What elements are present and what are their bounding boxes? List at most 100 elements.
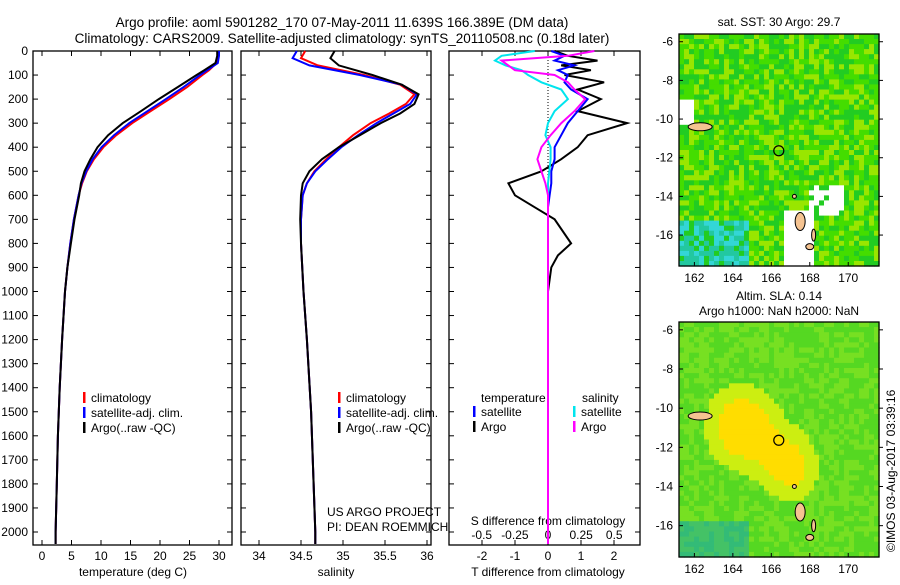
map-cell (739, 225, 745, 232)
map-cell (794, 536, 800, 543)
y-tick-label: 1800 (1, 477, 28, 491)
map-cell (804, 225, 810, 232)
map-cell (844, 261, 850, 267)
map-cell (739, 145, 745, 151)
map-cell (689, 516, 695, 522)
map-cell (834, 414, 840, 420)
map-cell (809, 485, 815, 492)
map-cell (729, 383, 735, 389)
map-cell (844, 84, 850, 90)
map-cell (839, 54, 845, 60)
map-cell (679, 205, 685, 212)
map-cell (854, 511, 860, 517)
map-cell (684, 220, 690, 227)
map-cell (714, 210, 720, 217)
map-cell (789, 119, 795, 126)
map-cell (684, 134, 690, 141)
map-cell (854, 434, 860, 441)
map-cell (769, 398, 775, 405)
map-cell (794, 378, 800, 384)
map-cell (754, 49, 760, 55)
map-cell (854, 337, 860, 343)
map-cell (874, 220, 880, 227)
map-cell (754, 511, 760, 517)
map-cell (774, 505, 780, 512)
map-cell (704, 449, 710, 456)
map-cell (769, 114, 775, 121)
map-cell (829, 180, 835, 186)
map-cell (699, 39, 705, 45)
map-cell (754, 34, 760, 40)
map-cell (724, 180, 730, 186)
lat-tick-label: -12 (656, 151, 674, 165)
map-cell (769, 337, 775, 343)
map-cell (859, 59, 865, 65)
map-cell (834, 210, 840, 217)
map-cell (714, 362, 720, 369)
map-cell (814, 342, 820, 349)
map-cell (764, 230, 770, 237)
map-cell (859, 403, 865, 410)
map-cell (689, 459, 695, 466)
map-cell (774, 459, 780, 466)
map-cell (739, 337, 745, 343)
map-cell (759, 250, 765, 257)
lat-tick-label: -8 (662, 362, 673, 376)
map-cell (724, 465, 730, 471)
map-cell (864, 59, 870, 65)
map-cell (849, 195, 855, 201)
map-cell (859, 39, 865, 45)
map-cell (724, 240, 730, 247)
map-cell (709, 490, 715, 497)
map-cell (679, 84, 685, 90)
map-cell (694, 505, 700, 512)
map-cell (774, 190, 780, 196)
map-cell (819, 414, 825, 420)
map-cell (849, 74, 855, 80)
map-cell (719, 332, 725, 338)
map-cell (799, 54, 805, 60)
map-cell (709, 470, 715, 476)
map-cell (804, 439, 810, 446)
map-cell (679, 551, 685, 558)
map-cell (854, 165, 860, 171)
map-cell (764, 465, 770, 471)
map-cell (739, 44, 745, 50)
map-cell (714, 34, 720, 40)
map-cell (854, 516, 860, 522)
map-cell (739, 195, 745, 201)
map-cell (844, 145, 850, 151)
map-cell (794, 388, 800, 395)
map-cell (789, 434, 795, 441)
map-cell (809, 59, 815, 65)
map-cell (709, 185, 715, 191)
map-cell (854, 465, 860, 471)
map-cell (714, 180, 720, 186)
map-cell (834, 255, 840, 262)
map-cell (829, 64, 835, 70)
map-cell (849, 210, 855, 217)
map-cell (824, 419, 830, 425)
map-cell (679, 99, 685, 106)
map-cell (679, 54, 685, 60)
map-cell (854, 454, 860, 461)
map-cell (694, 190, 700, 196)
map-cell (834, 150, 840, 156)
map-cell (749, 505, 755, 512)
map-cell (784, 170, 790, 176)
map-cell (684, 109, 690, 116)
map-cell (874, 84, 880, 90)
map-cell (859, 368, 865, 374)
map-cell (709, 84, 715, 90)
map-cell (709, 546, 715, 553)
map-cell (689, 139, 695, 146)
map-cell (724, 34, 730, 40)
map-cell (779, 54, 785, 60)
map-cell (724, 347, 730, 354)
map-cell (874, 215, 880, 222)
map-cell (839, 94, 845, 101)
map-cell (874, 511, 880, 517)
map-cell (874, 69, 880, 75)
map-cell (754, 475, 760, 481)
map-cell (729, 536, 735, 543)
